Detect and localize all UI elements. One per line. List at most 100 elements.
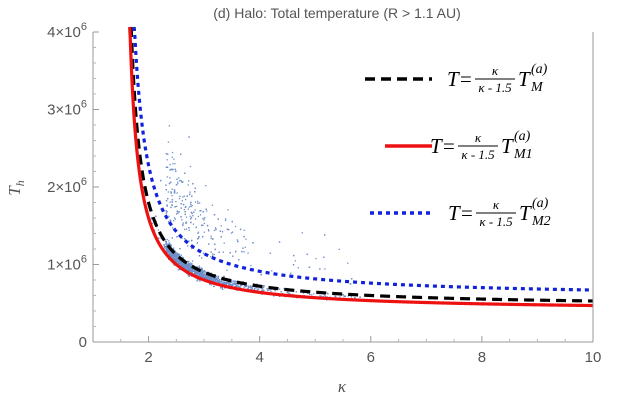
scatter-point — [217, 281, 220, 283]
scatter-point — [168, 253, 170, 255]
scatter-point — [194, 272, 196, 275]
scatter-point — [181, 237, 183, 239]
scatter-point — [166, 159, 168, 161]
scatter-point — [172, 256, 174, 258]
scatter-point — [196, 270, 198, 272]
x-tick-label: 6 — [367, 349, 375, 366]
scatter-point — [175, 258, 177, 260]
scatter-point — [168, 240, 170, 242]
scatter-point — [172, 257, 174, 259]
scatter-point — [197, 274, 199, 277]
scatter-point — [163, 245, 165, 247]
scatter-point — [198, 202, 201, 204]
scatter-point — [184, 265, 187, 267]
scatter-point — [191, 212, 193, 215]
scatter-point — [189, 269, 192, 271]
scatter-point — [191, 195, 193, 197]
scatter-point — [197, 231, 200, 233]
scatter-point — [179, 268, 181, 271]
scatter-point — [308, 266, 311, 268]
scatter-point — [191, 247, 193, 250]
scatter-point — [179, 195, 181, 197]
scatter-point — [173, 220, 175, 222]
scatter-point — [347, 262, 349, 264]
scatter-point — [354, 297, 356, 299]
scatter-point — [247, 287, 249, 290]
scatter-point — [166, 198, 169, 200]
scatter-point — [206, 225, 209, 227]
scatter-point — [214, 277, 217, 279]
scatter-point — [195, 272, 198, 274]
scatter-point — [193, 271, 196, 274]
scatter-point — [280, 290, 282, 293]
scatter-point — [198, 255, 201, 257]
scatter-point — [160, 237, 162, 240]
scatter-point — [210, 251, 212, 253]
scatter-point — [338, 248, 340, 251]
scatter-point — [287, 292, 289, 294]
scatter-point — [206, 276, 208, 279]
scatter-point — [222, 251, 225, 253]
scatter-point — [201, 276, 203, 278]
scatter-point — [216, 277, 218, 279]
scatter-point — [203, 272, 205, 274]
scatter-point — [164, 240, 167, 242]
scatter-point — [215, 279, 217, 281]
scatter-point — [224, 282, 226, 284]
scatter-point — [184, 266, 186, 269]
scatter-point — [168, 249, 170, 251]
scatter-point — [198, 279, 200, 281]
scatter-point — [196, 280, 198, 282]
scatter-point — [187, 245, 189, 247]
scatter-point — [252, 242, 254, 244]
scatter-point — [245, 285, 248, 287]
legend-item-m1: T= κ κ - 1.5 T (a) M1 — [385, 129, 533, 162]
scatter-point — [197, 200, 199, 203]
scatter-point — [166, 249, 169, 252]
scatter-point — [171, 252, 173, 254]
scatter-point — [342, 294, 344, 296]
scatter-point — [178, 197, 181, 200]
scatter-point — [167, 251, 169, 253]
scatter-point — [167, 153, 169, 156]
scatter-point — [174, 251, 176, 253]
scatter-point — [242, 247, 244, 249]
y-tick-label: 3×106 — [47, 99, 87, 119]
scatter-point — [151, 222, 154, 225]
scatter-point — [171, 255, 173, 258]
scatter-point — [263, 289, 265, 291]
scatter-point — [292, 263, 295, 266]
scatter-point — [189, 265, 192, 267]
scatter-point — [201, 270, 203, 272]
scatter-point — [205, 275, 207, 278]
scatter-point — [244, 246, 246, 248]
scatter-point — [225, 283, 228, 285]
scatter-point — [182, 222, 184, 224]
legend-subscript: M1 — [513, 147, 533, 162]
scatter-point — [339, 296, 341, 298]
scatter-point — [217, 280, 220, 282]
scatter-point — [250, 264, 252, 267]
scatter-point — [218, 251, 220, 253]
scatter-point — [169, 177, 171, 179]
scatter-point — [176, 255, 178, 257]
scatter-point — [188, 270, 191, 273]
scatter-point — [256, 283, 258, 285]
scatter-point — [171, 257, 174, 259]
scatter-point — [155, 215, 157, 217]
scatter-point — [193, 270, 195, 272]
scatter-point — [236, 285, 238, 287]
scatter-point — [190, 270, 192, 272]
scatter-point — [235, 284, 237, 286]
y-tick-label: 2×106 — [47, 176, 87, 196]
scatter-point — [197, 237, 200, 239]
scatter-point — [202, 211, 204, 213]
scatter-point — [167, 191, 170, 193]
scatter-point — [165, 243, 167, 245]
scatter-point — [313, 293, 315, 295]
scatter-point — [174, 252, 176, 255]
scatter-point — [205, 272, 207, 274]
legend-symbol: T — [519, 201, 532, 225]
chart-title: (d) Halo: Total temperature (R > 1.1 AU) — [213, 5, 461, 21]
scatter-point — [249, 286, 252, 288]
